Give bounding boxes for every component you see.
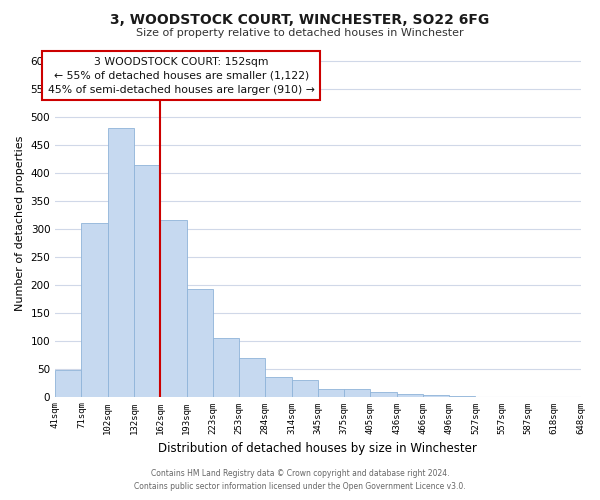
Bar: [397, 394, 423, 396]
Y-axis label: Number of detached properties: Number of detached properties: [15, 136, 25, 311]
Bar: [134, 164, 160, 396]
Bar: [55, 370, 82, 396]
Bar: [82, 222, 108, 396]
Text: 3 WOODSTOCK COURT: 152sqm
← 55% of detached houses are smaller (1,122)
45% of se: 3 WOODSTOCK COURT: 152sqm ← 55% of detac…: [48, 56, 314, 94]
Bar: [239, 358, 265, 397]
Bar: [318, 390, 344, 396]
Bar: [370, 392, 397, 396]
Bar: [213, 338, 239, 396]
Bar: [292, 380, 318, 396]
Bar: [108, 128, 134, 396]
Bar: [265, 377, 292, 396]
Text: Contains HM Land Registry data © Crown copyright and database right 2024.
Contai: Contains HM Land Registry data © Crown c…: [134, 470, 466, 491]
X-axis label: Distribution of detached houses by size in Winchester: Distribution of detached houses by size …: [158, 442, 477, 455]
Bar: [187, 289, 213, 397]
Bar: [344, 388, 370, 396]
Text: 3, WOODSTOCK COURT, WINCHESTER, SO22 6FG: 3, WOODSTOCK COURT, WINCHESTER, SO22 6FG: [110, 12, 490, 26]
Bar: [160, 220, 187, 396]
Text: Size of property relative to detached houses in Winchester: Size of property relative to detached ho…: [136, 28, 464, 38]
